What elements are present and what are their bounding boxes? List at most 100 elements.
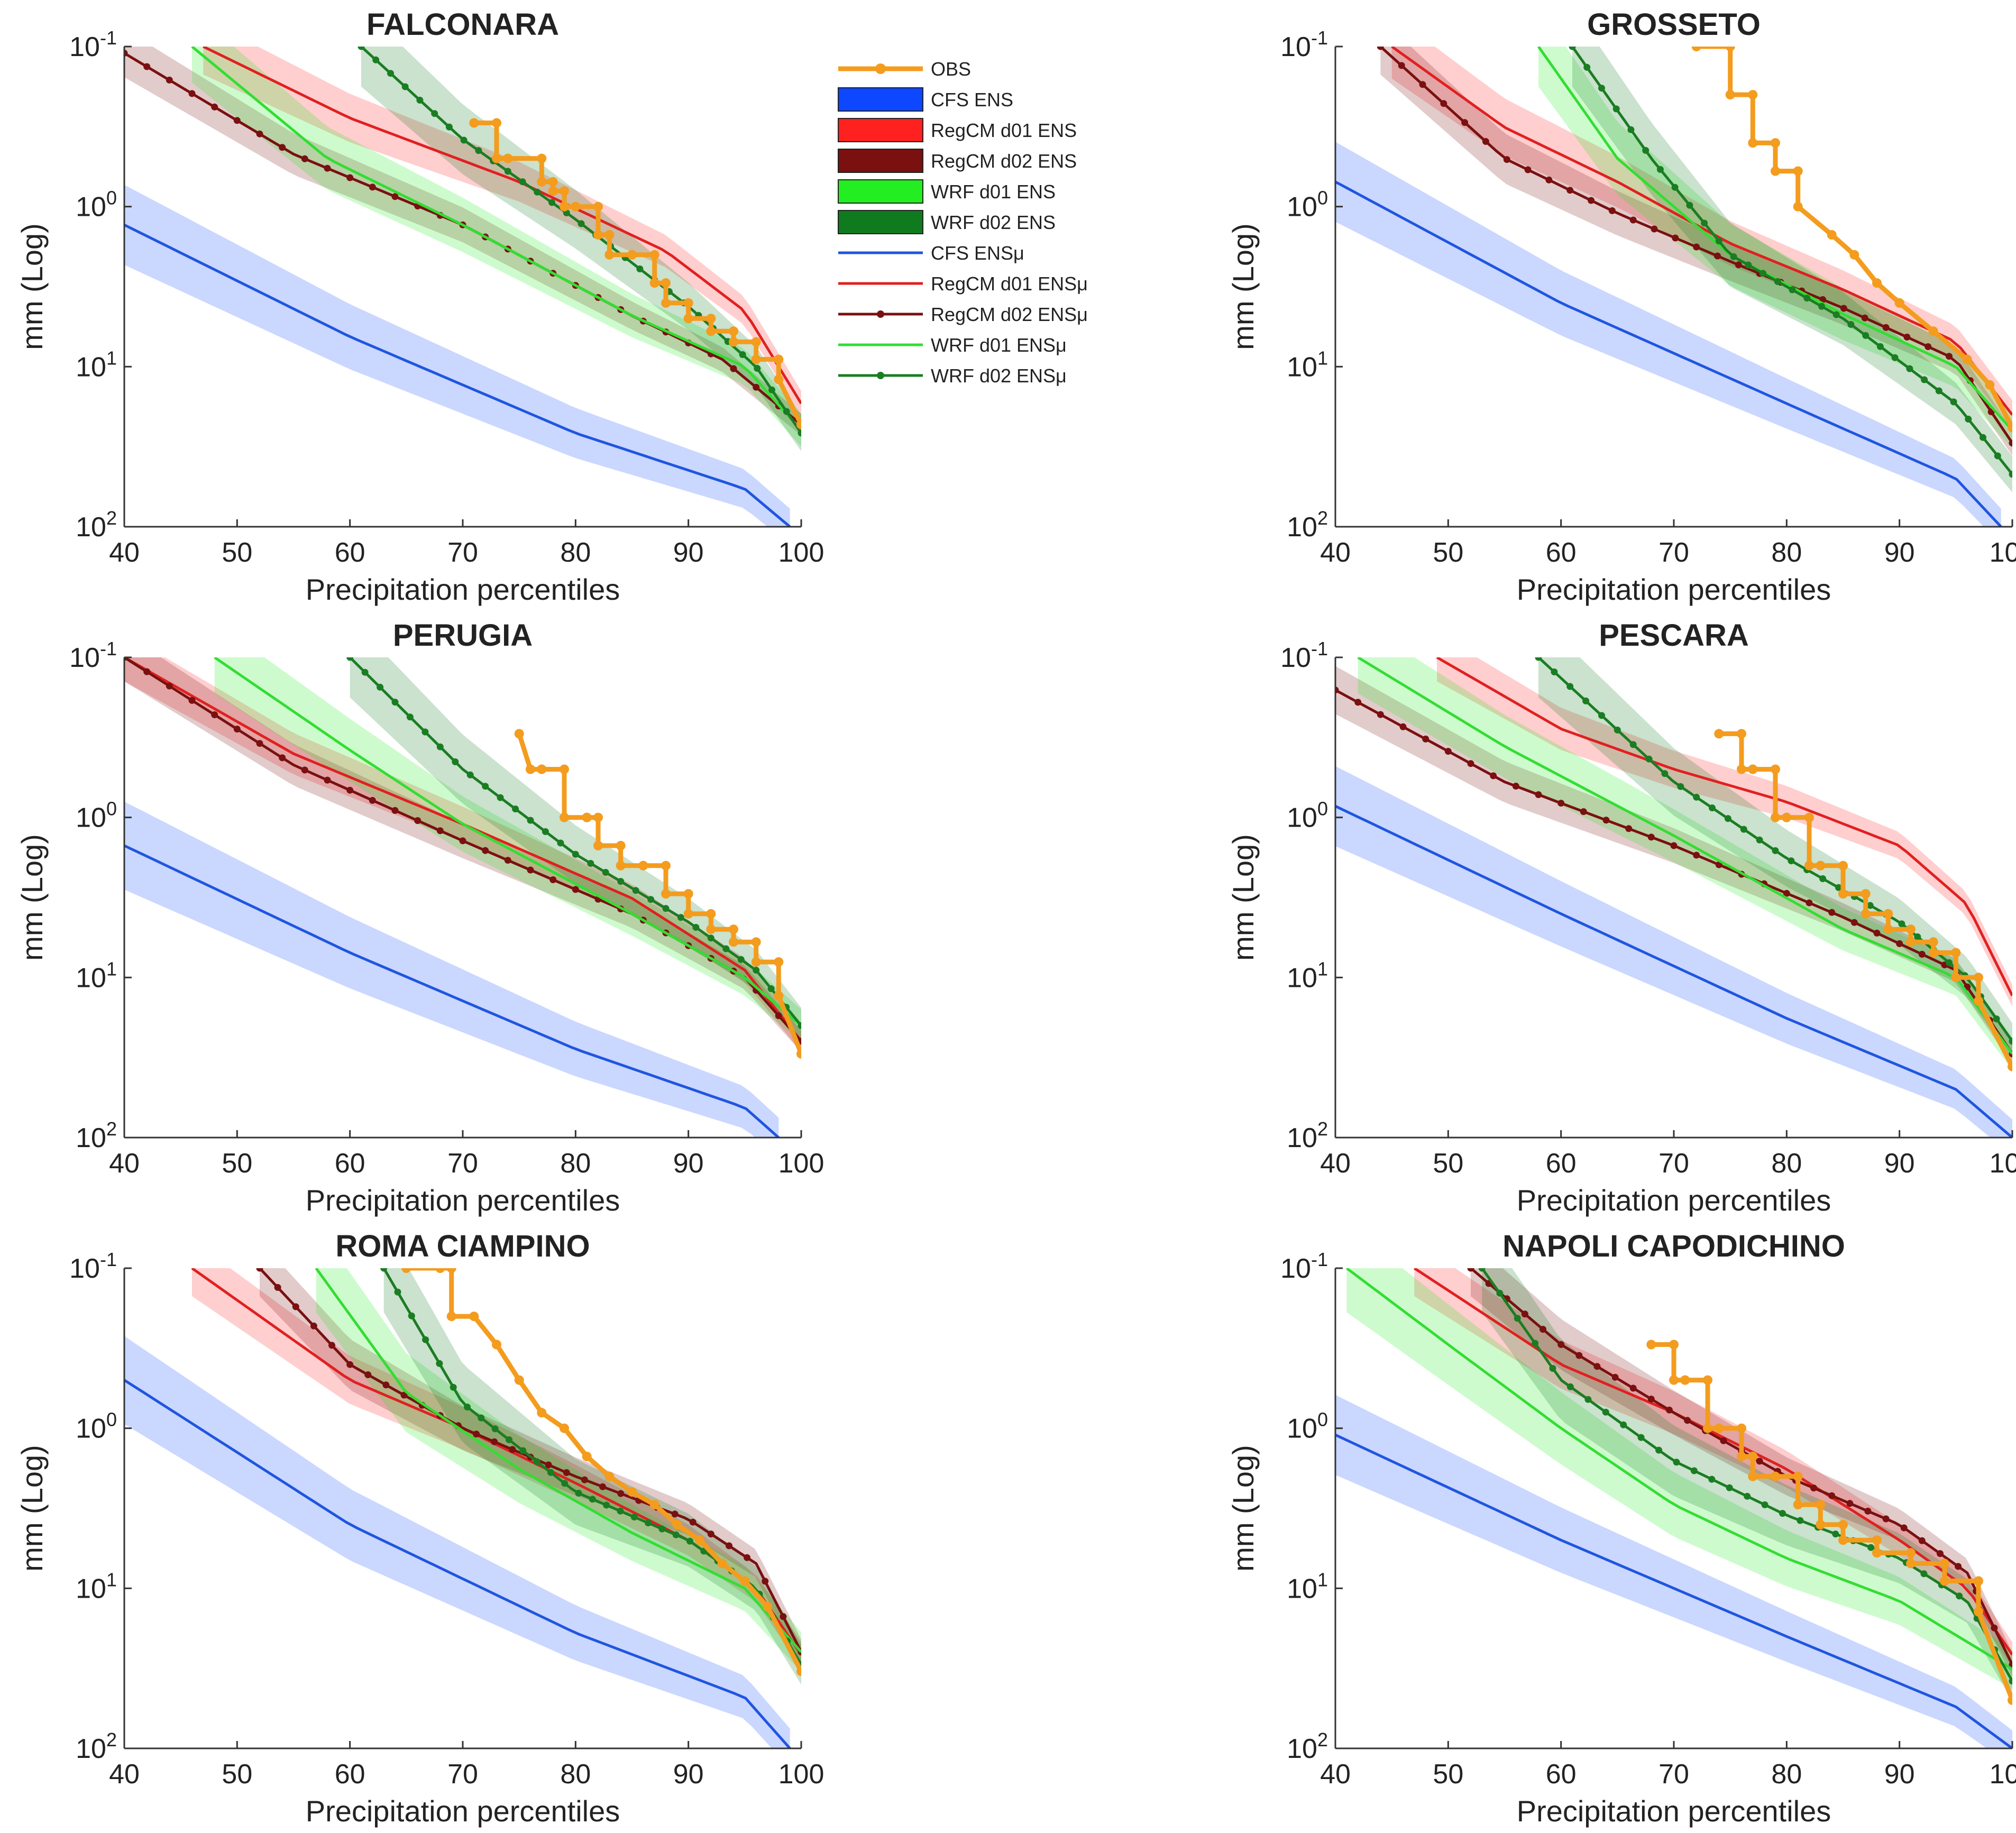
series-marker-regcm-d02-ens-mean: [753, 383, 760, 391]
series-marker-regcm-d02-ens-mean: [1625, 825, 1633, 832]
series-marker-obs: [661, 889, 671, 899]
series-marker-wrf-d02-ens-mean: [406, 713, 414, 721]
series-marker-wrf-d02-ens-mean: [1569, 47, 1576, 50]
series-marker-regcm-d02-ens-mean: [1461, 119, 1469, 126]
series-marker-wrf-d02-ens-mean: [512, 805, 519, 813]
series-marker-wrf-d02-ens-mean: [548, 199, 555, 206]
series-marker-wrf-d02-ens-mean: [1946, 959, 1953, 966]
y-tick-label: 101: [76, 958, 117, 993]
series-marker-wrf-d02-ens-mean: [450, 1383, 457, 1391]
series-marker-regcm-d02-ens-mean: [256, 740, 263, 747]
series-marker-wrf-d02-ens-mean: [1478, 1268, 1486, 1272]
series-marker-regcm-d02-ens-mean: [775, 1012, 782, 1020]
y-tick-label: 100: [76, 798, 117, 833]
series-marker-regcm-d02-ens-mean: [1588, 197, 1595, 204]
legend-swatch: [838, 87, 923, 112]
series-marker-obs: [503, 153, 513, 163]
legend-label: WRF d01 ENS: [931, 181, 1056, 203]
series-marker-obs: [401, 1268, 411, 1273]
series-marker-wrf-d02-ens-mean: [1761, 1501, 1768, 1508]
series-marker-wrf-d02-ens-mean: [617, 878, 625, 885]
series-marker-regcm-d02-ens-mean: [279, 144, 286, 151]
series-marker-obs: [548, 177, 558, 187]
series-marker-obs: [1771, 1471, 1780, 1481]
series-marker-obs: [774, 991, 784, 1001]
series-marker-obs: [492, 153, 501, 163]
series-marker-regcm-d02-ens-mean: [780, 1613, 787, 1620]
series-marker-regcm-d02-ens-mean: [1575, 1352, 1583, 1359]
series-marker-regcm-d02-ens-mean: [391, 807, 399, 814]
series-marker-obs: [537, 177, 547, 187]
series-marker-obs: [1827, 230, 1837, 240]
series-marker-obs: [751, 337, 761, 347]
series-marker-wrf-d02-ens-mean: [1898, 920, 1905, 928]
band-wrf-d02-ens-mean: [1538, 657, 2012, 1059]
series-marker-regcm-d02-ens-mean: [1593, 1363, 1601, 1370]
x-tick-label: 50: [1433, 1759, 1463, 1790]
series-marker-regcm-d02-ens-mean: [382, 1381, 390, 1389]
x-tick-label: 60: [335, 537, 365, 568]
series-marker-obs: [796, 419, 801, 429]
series-marker-regcm-d02-ens-mean: [1535, 791, 1542, 799]
series-marker-wrf-d02-ens-mean: [380, 1268, 388, 1272]
series-marker-regcm-d02-ens-mean: [436, 827, 444, 835]
x-tick-label: 70: [447, 1759, 478, 1790]
series-marker-obs: [1703, 1375, 1712, 1385]
series-marker-regcm-d02-ens-mean: [1611, 1373, 1619, 1381]
series-marker-obs: [1816, 1519, 1826, 1529]
series-marker-obs: [1883, 924, 1893, 934]
series-marker-wrf-d02-ens-mean: [557, 839, 564, 847]
band-wrf-d01-ens-mean: [214, 657, 801, 1042]
series-marker-regcm-d02-ens-mean: [1946, 353, 1953, 360]
series-marker-regcm-d02-ens-mean: [1882, 1515, 1890, 1523]
panel-title: ROMA CIAMPINO: [335, 1229, 590, 1263]
series-marker-wrf-d02-ens-mean: [1715, 237, 1722, 245]
series-marker-wrf-d02-ens-mean: [686, 1537, 693, 1545]
band-wrf-d02-ens-mean: [350, 657, 801, 1044]
panel-title: PERUGIA: [393, 618, 533, 653]
series-marker-wrf-d02-ens-mean: [504, 168, 511, 175]
series-marker-wrf-d02-ens-mean: [401, 83, 409, 90]
band-wrf-d02-ens-mean: [1482, 1268, 2012, 1701]
series-marker-regcm-d02-ens-mean: [459, 837, 466, 845]
series-marker-regcm-d02-ens-mean: [211, 711, 218, 718]
series-marker-obs: [774, 374, 784, 384]
series-marker-wrf-d02-ens-mean: [478, 1414, 485, 1422]
x-tick-label: 90: [1884, 1148, 1915, 1179]
series-marker-wrf-d02-ens-mean: [768, 386, 775, 393]
series-marker-obs: [729, 337, 738, 347]
series-marker-obs: [1906, 937, 1916, 947]
x-tick-label: 90: [1884, 537, 1915, 568]
series-marker-obs: [2008, 423, 2012, 433]
series-marker-obs: [1748, 1471, 1758, 1481]
series-marker-obs: [1974, 996, 1983, 1006]
series-marker-regcm-d02-ens-mean: [1991, 1624, 1998, 1632]
band-regcm-d01-ens-mean: [1391, 47, 2012, 429]
series-line-regcm-d01-ens-mean: [1436, 657, 2012, 996]
series-marker-regcm-d02-ens-mean: [599, 1483, 606, 1490]
series-marker-obs: [560, 201, 569, 212]
legend-entry-wrf-d01-ens: WRF d01 ENS: [838, 179, 1056, 204]
series-marker-obs: [537, 1408, 547, 1418]
series-marker-wrf-d02-ens-mean: [2009, 471, 2012, 478]
series-marker-wrf-d02-ens-mean: [497, 794, 504, 801]
series-marker-wrf-d02-ens-mean: [632, 887, 639, 894]
series-marker-regcm-d02-ens-mean: [1335, 686, 1339, 694]
series-marker-wrf-d02-ens-mean: [707, 934, 714, 942]
series-marker-regcm-d02-ens-mean: [1602, 817, 1610, 824]
x-tick-label: 70: [1658, 537, 1689, 568]
series-marker-obs: [1737, 764, 1746, 774]
series-marker-wrf-d02-ens-mean: [2009, 1678, 2012, 1685]
series-marker-obs: [593, 812, 603, 822]
x-tick-label: 70: [1658, 1759, 1689, 1790]
series-marker-wrf-d02-ens-mean: [1701, 219, 1708, 227]
band-wrf-d02-ens-mean: [383, 1268, 801, 1685]
series-marker-wrf-d02-ens-mean: [436, 1360, 443, 1367]
series-marker-obs: [1782, 812, 1792, 822]
series-marker-wrf-d02-ens-mean: [589, 1496, 596, 1503]
series-marker-wrf-d02-ens-mean: [464, 1404, 471, 1410]
series-marker-regcm-d02-ens-mean: [1882, 324, 1890, 331]
series-marker-wrf-d02-ens-mean: [416, 96, 424, 104]
series-marker-regcm-d02-ens-mean: [166, 682, 173, 690]
